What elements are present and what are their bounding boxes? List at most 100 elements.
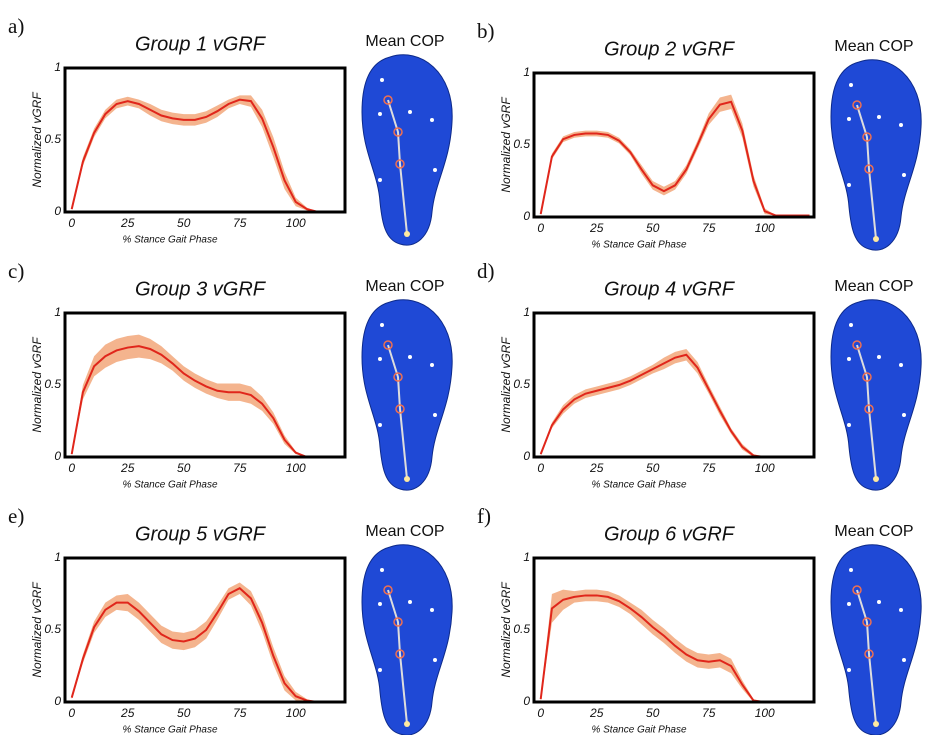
y-tick-label: 0 [54,449,61,463]
cop-title: Mean COP [834,278,913,295]
sensor [408,600,412,604]
y-tick-label: 0.5 [44,377,61,391]
x-axis-label: % Stance Gait Phase [591,480,686,491]
sensor [847,602,851,606]
sensor [849,83,853,87]
x-tick-label: 50 [177,706,191,720]
sensor [433,168,437,172]
insole [830,544,922,735]
y-axis-label: Normalized vGRF [499,582,513,678]
sensor [847,423,851,427]
sensor [902,173,906,177]
y-axis-label: Normalized vGRF [499,97,513,193]
panel-label: d) [477,259,495,283]
sensor [847,357,851,361]
panel-label: f) [477,504,491,528]
sensor [380,568,384,572]
cop-point [404,721,410,727]
x-tick-label: 25 [120,461,135,475]
insole [830,299,922,491]
sensor [847,117,851,121]
cop-point [404,231,410,237]
cop-point [395,649,405,659]
plot-frame [63,311,347,459]
cop-point [404,476,410,482]
sensor [899,123,903,127]
cop-point [862,617,872,627]
x-tick-label: 0 [68,216,75,230]
y-tick-label: 0.5 [513,137,530,151]
spread-band [71,582,341,702]
cop-point [873,721,879,727]
sensor [899,608,903,612]
y-tick-label: 0.5 [513,377,530,391]
sensor [847,668,851,672]
cop-point [393,127,403,137]
x-tick-label: 100 [286,461,306,475]
x-tick-label: 25 [120,216,135,230]
x-tick-label: 75 [702,221,716,235]
panel: e) Group 5 vGRF Mean COP 0 25 50 75 100 0 0.5 1 % S… [8,504,453,735]
x-tick-label: 50 [177,461,191,475]
cop-point [864,649,874,659]
chart-title: Group 3 vGRF [135,278,267,300]
chart-title: Group 5 vGRF [135,523,267,545]
x-tick-label: 25 [589,221,604,235]
y-tick-label: 1 [523,550,530,564]
sensor [378,112,382,116]
cop-title: Mean COP [365,278,444,295]
x-tick-label: 0 [68,706,75,720]
cop-point [862,132,872,142]
cop-point [393,617,403,627]
cop-point [862,372,872,382]
panel-label: c) [8,259,24,283]
sensor [380,78,384,82]
y-tick-label: 1 [54,305,61,319]
cop-title: Mean COP [834,38,913,55]
y-tick-label: 1 [54,60,61,74]
x-axis-label: % Stance Gait Phase [122,480,217,491]
y-axis-label: Normalized vGRF [30,337,44,433]
panel: a) Group 1 vGRF Mean COP 0 25 50 75 100 0 0.5 1 % S… [8,14,453,246]
x-tick-label: 25 [120,706,135,720]
chart-title: Group 2 vGRF [604,38,736,60]
cop-point [852,100,862,110]
sensor [430,608,434,612]
cop-title: Mean COP [365,523,444,540]
sensor [380,323,384,327]
insole-outline [830,299,922,491]
y-tick-label: 1 [54,550,61,564]
x-tick-label: 0 [68,461,75,475]
sensor [378,602,382,606]
sensor [378,357,382,361]
x-tick-label: 0 [537,706,544,720]
spread-band [540,349,810,457]
cop-point [873,476,879,482]
x-tick-label: 100 [286,706,306,720]
sensor [433,658,437,662]
sensor [408,355,412,359]
cop-title: Mean COP [365,33,444,50]
sensor [877,115,881,119]
y-tick-label: 0 [523,694,530,708]
cop-point [873,236,879,242]
insole-outline [361,54,453,246]
y-tick-label: 0 [523,449,530,463]
mean-line [70,587,341,703]
sensor [877,600,881,604]
plot-frame [63,556,347,704]
insole [830,59,922,251]
cop-path [856,589,877,725]
y-axis-label: Normalized vGRF [499,337,513,433]
cop-title: Mean COP [834,523,913,540]
panel: f) Group 6 vGRF Mean COP 0 25 50 75 100 0 0.5 1 % S… [477,504,922,735]
x-tick-label: 0 [537,221,544,235]
cop-point [864,164,874,174]
panel: c) Group 3 vGRF Mean COP 0 25 50 75 100 0 0.5 1 % S… [8,259,453,491]
cop-path [387,589,408,725]
insole-outline [361,299,453,491]
x-tick-label: 100 [755,461,775,475]
x-tick-label: 75 [702,706,716,720]
y-tick-label: 0 [54,694,61,708]
